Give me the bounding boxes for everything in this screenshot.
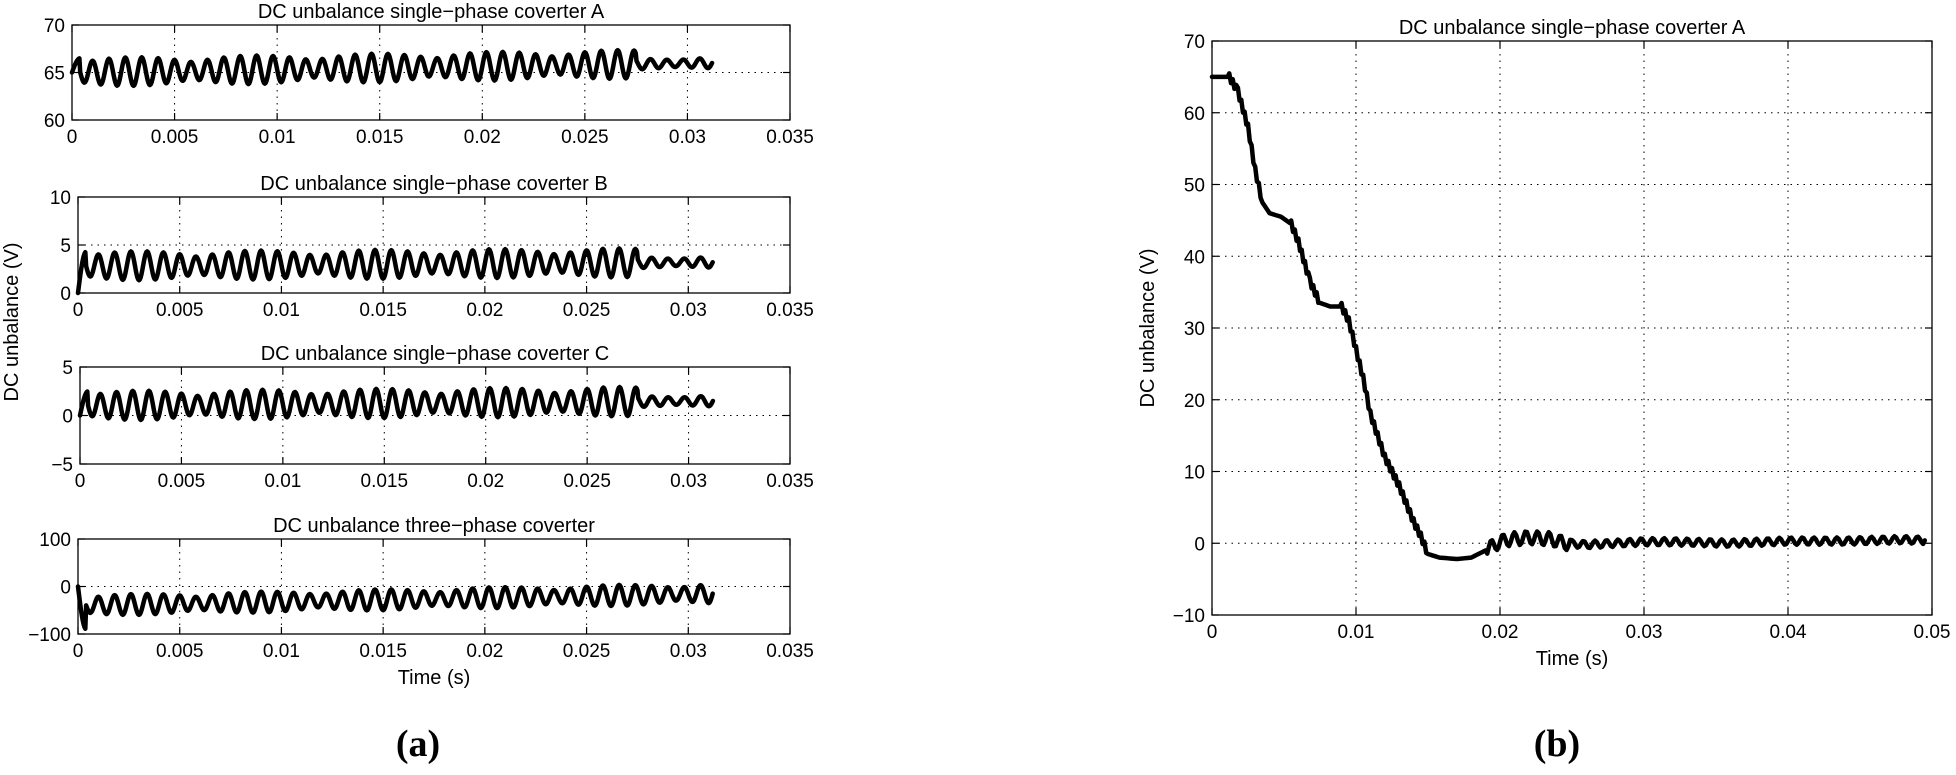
series-line-1 [69,47,715,89]
x-tick-label: 0.025 [563,641,611,662]
x-tick-label: 0.005 [151,127,199,148]
x-tick-label: 0 [75,471,86,492]
x-tick-label: 0.005 [156,641,204,662]
x-tick-label: 0 [1207,622,1218,643]
x-tick-label: 0.05 [1914,622,1951,643]
series-line-1 [75,582,715,631]
x-axis-label: Time (s) [1536,648,1609,670]
y-tick-label: −5 [51,455,73,476]
x-tick-label: 0.005 [156,300,204,321]
x-tick-label: 0.02 [467,471,504,492]
chart-title: DC unbalance single−phase coverter A [1399,17,1746,39]
x-tick-label: 0.035 [766,641,814,662]
x-tick-label: 0 [73,641,84,662]
chart-panel-4: 0 0.005 0.01 0.015 0.02 0.025 0.03 0.035−100010… [28,515,814,689]
x-tick-label: 0.03 [670,641,707,662]
chart-panel-3: 0 0.005 0.01 0.015 0.02 0.025 0.03 0.035−505DC … [51,343,813,492]
x-tick-label: 0.01 [263,641,300,662]
series-line-1 [1209,71,1928,562]
y-tick-label: 60 [1184,104,1205,125]
y-tick-label: 20 [1184,391,1205,412]
y-tick-label: 0 [62,407,73,428]
y-tick-label: 0 [60,284,71,305]
y-tick-label: 10 [50,188,71,209]
chart-title: DC unbalance single−phase coverter A [258,1,605,23]
chart-title: DC unbalance three−phase coverter [273,515,595,537]
charts-layer: 0 0.005 0.01 0.015 0.02 0.025 0.03 0.035606570D… [28,1,1950,689]
y-tick-label: 5 [60,236,71,257]
x-axis-label: Time (s) [398,667,471,689]
x-tick-label: 0.015 [361,471,409,492]
x-tick-label: 0.01 [264,471,301,492]
y-tick-label: 40 [1184,247,1205,268]
x-tick-label: 0.035 [766,300,814,321]
x-tick-label: 0.02 [466,300,503,321]
x-tick-label: 0.04 [1770,622,1807,643]
series-line-1 [77,384,716,423]
y-tick-label: −100 [28,625,71,646]
x-tick-label: 0.035 [766,127,814,148]
chart-panel-1: 0 0.005 0.01 0.015 0.02 0.025 0.03 0.035 60 65 70 D… [44,1,814,148]
x-tick-label: 0 [67,127,78,148]
x-tick-label: 0.025 [563,300,611,321]
x-tick-label: 0.03 [670,300,707,321]
plot-frame [79,366,791,465]
chart-panel-2: 0 0.005 0.01 0.015 0.02 0.025 0.03 0.035 0 5 10 DC … [50,173,814,321]
x-tick-label: 0.01 [1338,622,1375,643]
y-tick-label: 65 [44,64,65,85]
y-tick-label: 0 [1194,534,1205,555]
y-tick-label: 70 [1184,32,1205,53]
chart-title: DC unbalance single−phase coverter C [261,343,610,365]
x-tick-label: 0.01 [259,127,296,148]
x-tick-label: 0.015 [359,300,407,321]
y-tick-label: −10 [1173,606,1205,627]
x-tick-label: 0.02 [466,641,503,662]
x-tick-label: 0.01 [263,300,300,321]
x-tick-label: 0.03 [669,127,706,148]
y-tick-label: 70 [44,16,65,37]
x-tick-label: 0.015 [359,641,407,662]
chart-title: DC unbalance single−phase coverter B [260,173,607,195]
x-tick-label: 0.02 [464,127,501,148]
x-tick-label: 0.015 [356,127,404,148]
x-tick-label: 0.005 [158,471,206,492]
y-tick-label: 30 [1184,319,1205,340]
series-line-1 [75,246,715,296]
y-axis-label: DC unbalance (V) [1137,249,1159,408]
y-tick-label: 10 [1184,463,1205,484]
x-tick-label: 0 [73,300,84,321]
x-tick-label: 0.03 [1626,622,1663,643]
chart-panel-5: 0 0.01 0.02 0.03 0.04 0.05−10010203040506070D… [1137,17,1950,670]
x-tick-label: 0.02 [1482,622,1519,643]
x-tick-label: 0.025 [561,127,609,148]
x-tick-label: 0.025 [563,471,611,492]
x-tick-label: 0.03 [670,471,707,492]
y-tick-label: 5 [62,358,73,379]
y-tick-label: 50 [1184,176,1205,197]
shared-y-axis-label: DC unbalance (V) [1,243,23,402]
y-tick-label: 60 [44,111,65,132]
panel-label-b: (b) [1534,723,1580,765]
y-tick-label: 0 [60,578,71,599]
y-tick-label: 100 [39,530,71,551]
panel-label-a: (a) [396,723,440,765]
x-tick-label: 0.035 [766,471,814,492]
